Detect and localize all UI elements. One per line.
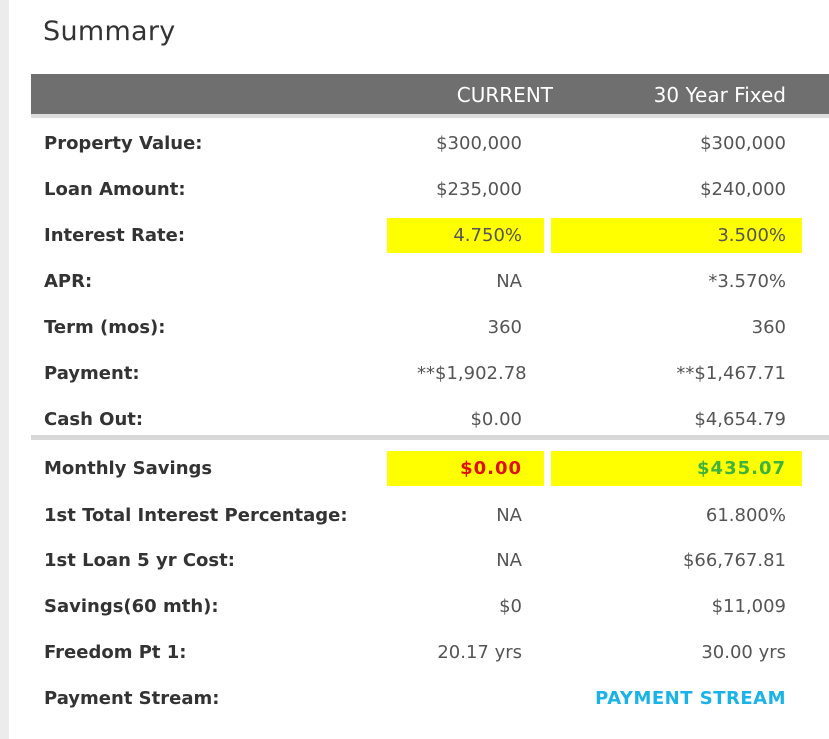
row-loan-amount: Loan Amount: $235,000 $240,000 bbox=[31, 167, 829, 213]
page-title: Summary bbox=[43, 16, 176, 47]
current-value: 360 bbox=[487, 317, 522, 338]
row-freedom-point: Freedom Pt 1: 20.17 yrs 30.00 yrs bbox=[31, 630, 829, 676]
row-savings-60: Savings(60 mth): $0 $11,009 bbox=[31, 584, 829, 630]
option-value: $66,767.81 bbox=[682, 550, 786, 571]
section-divider bbox=[31, 435, 829, 440]
row-property-value: Property Value: $300,000 $300,000 bbox=[31, 121, 829, 167]
row-label: Loan Amount: bbox=[44, 179, 186, 200]
payment-stream-link[interactable]: PAYMENT STREAM bbox=[595, 688, 786, 709]
current-value: $0 bbox=[499, 596, 522, 617]
row-label: 1st Total Interest Percentage: bbox=[44, 505, 348, 526]
current-savings-value: $0.00 bbox=[460, 458, 522, 479]
row-label: Interest Rate: bbox=[44, 225, 186, 246]
row-label: Savings(60 mth): bbox=[44, 596, 219, 617]
option-value: 61.800% bbox=[705, 505, 786, 526]
column-current-header: CURRENT bbox=[456, 83, 553, 107]
current-value: $235,000 bbox=[436, 179, 522, 200]
row-total-interest-percentage: 1st Total Interest Percentage: NA 61.800… bbox=[31, 493, 829, 539]
row-payment: Payment: **$1,902.78 **$1,467.71 bbox=[31, 351, 829, 397]
table-header: CURRENT 30 Year Fixed bbox=[31, 74, 829, 114]
row-label: Term (mos): bbox=[44, 317, 166, 338]
current-value: $0.00 bbox=[470, 409, 522, 430]
current-value: 20.17 yrs bbox=[437, 642, 522, 663]
current-value: $300,000 bbox=[436, 133, 522, 154]
row-label: APR: bbox=[44, 271, 93, 292]
row-apr: APR: NA *3.570% bbox=[31, 259, 829, 305]
left-edge bbox=[0, 0, 9, 739]
row-label: Payment: bbox=[44, 363, 140, 384]
highlight-option bbox=[551, 451, 802, 486]
current-value: 4.750% bbox=[453, 225, 522, 246]
current-value: NA bbox=[496, 505, 522, 526]
option-value: 360 bbox=[751, 317, 786, 338]
current-value: NA bbox=[496, 550, 522, 571]
row-5yr-cost: 1st Loan 5 yr Cost: NA $66,767.81 bbox=[31, 538, 829, 584]
row-label: Cash Out: bbox=[44, 409, 144, 430]
highlight-current bbox=[387, 218, 544, 253]
column-option-header: 30 Year Fixed bbox=[653, 83, 786, 107]
current-value bbox=[417, 676, 522, 722]
row-label: Payment Stream: bbox=[44, 688, 220, 709]
header-divider bbox=[31, 114, 829, 118]
row-term: Term (mos): 360 360 bbox=[31, 305, 829, 351]
row-payment-stream: Payment Stream: PAYMENT STREAM bbox=[31, 676, 829, 722]
row-label: 1st Loan 5 yr Cost: bbox=[44, 550, 235, 571]
current-value: **$1,902.78 bbox=[417, 363, 527, 384]
row-monthly-savings: Monthly Savings $0.00 $435.07 bbox=[31, 446, 829, 492]
current-value: NA bbox=[496, 271, 522, 292]
row-cash-out: Cash Out: $0.00 $4,654.79 bbox=[31, 397, 829, 443]
option-savings-value: $435.07 bbox=[697, 458, 786, 479]
row-label: Freedom Pt 1: bbox=[44, 642, 187, 663]
option-value: $11,009 bbox=[711, 596, 786, 617]
option-value: $240,000 bbox=[700, 179, 786, 200]
option-value: 3.500% bbox=[717, 225, 786, 246]
option-value: 30.00 yrs bbox=[701, 642, 786, 663]
row-interest-rate: Interest Rate: 4.750% 3.500% bbox=[31, 213, 829, 259]
row-label: Monthly Savings bbox=[44, 458, 213, 479]
highlight-current bbox=[387, 451, 544, 486]
option-value: $4,654.79 bbox=[694, 409, 786, 430]
option-value: $300,000 bbox=[700, 133, 786, 154]
option-value: **$1,467.71 bbox=[676, 363, 786, 384]
row-label: Property Value: bbox=[44, 133, 203, 154]
highlight-option bbox=[551, 218, 802, 253]
option-value: *3.570% bbox=[708, 271, 786, 292]
